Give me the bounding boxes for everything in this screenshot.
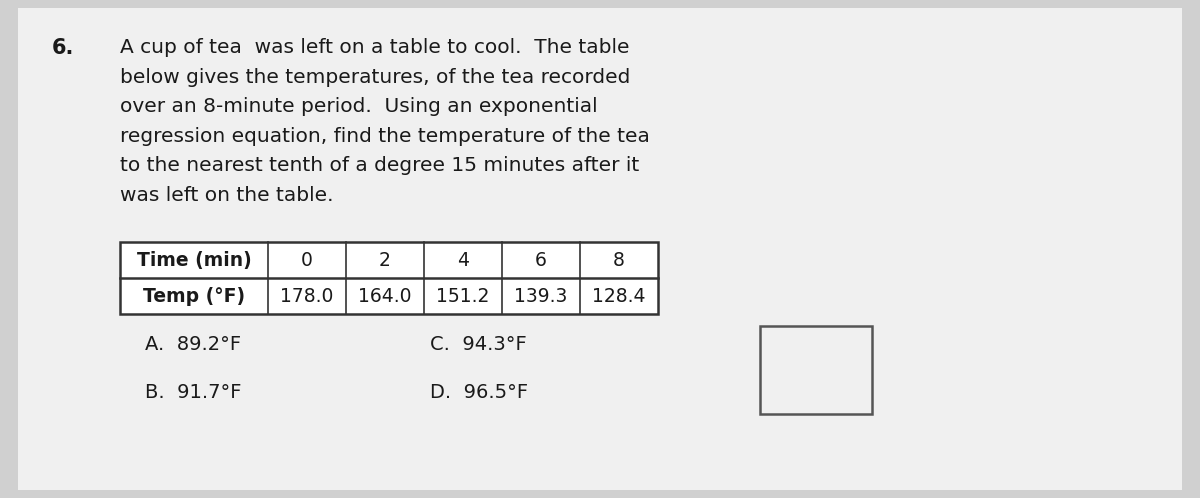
- Text: regression equation, find the temperature of the tea: regression equation, find the temperatur…: [120, 126, 650, 145]
- Text: C.  94.3°F: C. 94.3°F: [430, 335, 527, 354]
- Text: 6: 6: [535, 250, 547, 269]
- Text: was left on the table.: was left on the table.: [120, 185, 334, 205]
- Text: 2: 2: [379, 250, 391, 269]
- Text: below gives the temperatures, of the tea recorded: below gives the temperatures, of the tea…: [120, 68, 630, 87]
- Text: 4: 4: [457, 250, 469, 269]
- Text: 151.2: 151.2: [437, 286, 490, 305]
- Bar: [760, 326, 872, 414]
- Text: A.  89.2°F: A. 89.2°F: [145, 335, 241, 354]
- Text: 0: 0: [301, 250, 313, 269]
- Text: 128.4: 128.4: [593, 286, 646, 305]
- Text: Temp (°F): Temp (°F): [143, 286, 245, 305]
- Text: B.  91.7°F: B. 91.7°F: [145, 382, 241, 401]
- Text: Time (min): Time (min): [137, 250, 251, 269]
- Bar: [120, 242, 658, 314]
- Text: 139.3: 139.3: [515, 286, 568, 305]
- Text: to the nearest tenth of a degree 15 minutes after it: to the nearest tenth of a degree 15 minu…: [120, 156, 640, 175]
- Text: 8: 8: [613, 250, 625, 269]
- Text: 164.0: 164.0: [359, 286, 412, 305]
- Text: 178.0: 178.0: [281, 286, 334, 305]
- Text: A cup of tea  was left on a table to cool.  The table: A cup of tea was left on a table to cool…: [120, 38, 630, 57]
- Text: D.  96.5°F: D. 96.5°F: [430, 382, 528, 401]
- Text: 6.: 6.: [52, 38, 74, 58]
- Text: over an 8-minute period.  Using an exponential: over an 8-minute period. Using an expone…: [120, 97, 598, 116]
